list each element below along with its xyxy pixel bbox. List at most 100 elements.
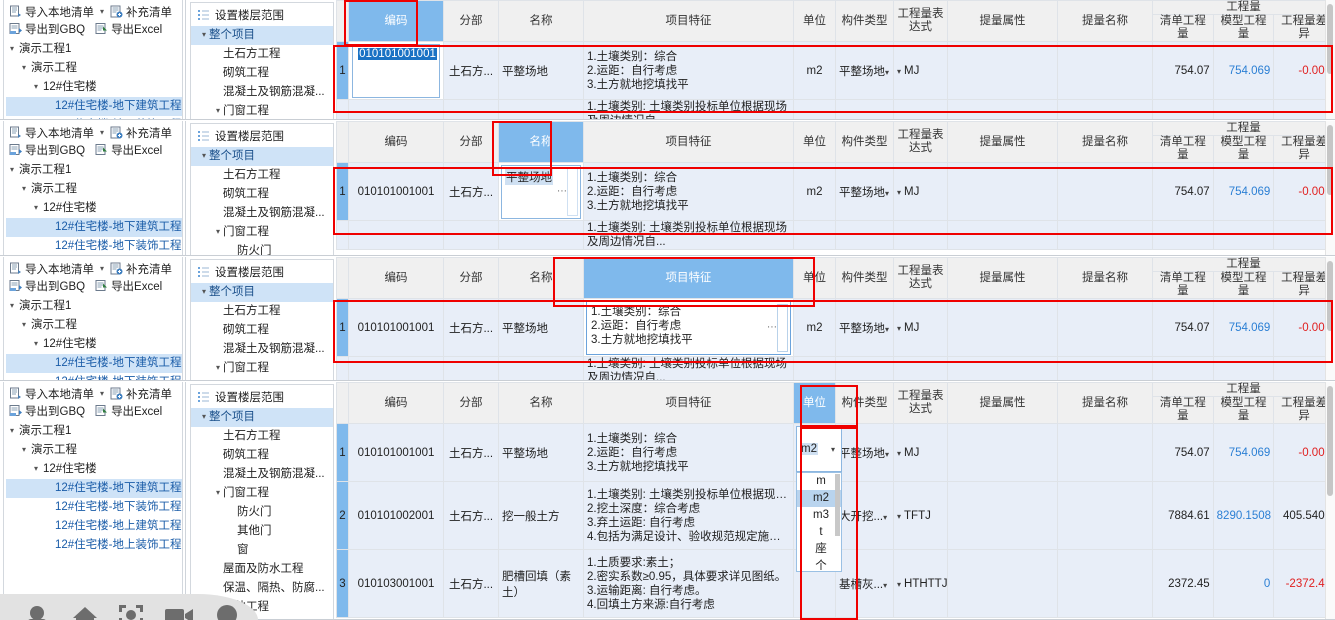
header-quantity-group[interactable]: 工程量 (1152, 382, 1335, 397)
cell-component-type[interactable] (835, 220, 894, 250)
project-tree-node[interactable]: ▾ 演示工程1 (6, 161, 182, 180)
cell-qty-list[interactable] (1152, 99, 1214, 120)
cell-qty-list[interactable]: 754.07 (1152, 298, 1214, 357)
floor-scope-node[interactable]: 窗 (191, 541, 333, 560)
export-excel-button[interactable]: 导出Excel (95, 403, 162, 419)
tree-twisty-icon[interactable]: ▾ (10, 165, 15, 174)
cell-qty-list[interactable] (1152, 356, 1214, 381)
floor-scope-node[interactable]: 砌筑工程 (191, 446, 333, 465)
cell-feature-partial[interactable]: 1.土壤类别: 土壤类别投标单位根据现场及周边情况自... (583, 220, 794, 250)
cell-expression[interactable]: ▾ MJ (893, 41, 948, 100)
tree-twisty-icon[interactable]: ▾ (10, 426, 15, 435)
cell-name[interactable]: 肥槽回填（素土） (498, 549, 584, 618)
header-component-type[interactable]: 构件类型 (835, 121, 894, 163)
header-qty-model[interactable]: 模型工程量 (1212, 271, 1275, 299)
header-unit[interactable]: 单位 (793, 0, 836, 42)
project-tree-node[interactable]: ▾ 演示工程 (6, 441, 182, 460)
cell-component-type[interactable] (835, 356, 894, 381)
cell-attr-name[interactable] (1057, 162, 1153, 221)
cell-expression[interactable]: ▾ HTHTTJ (893, 549, 948, 618)
feature-editor-scrollbar[interactable] (777, 303, 788, 352)
cell-component-type[interactable] (835, 99, 894, 120)
floor-scope-node[interactable]: ▾ 门窗工程 (191, 484, 333, 503)
cell-qty-diff[interactable]: -0.001 (1273, 298, 1335, 357)
cell-qty-model[interactable] (1212, 356, 1275, 381)
cell-unit[interactable]: m2 (793, 41, 836, 100)
cell-unit[interactable] (793, 99, 836, 120)
tree-twisty-icon[interactable]: ▾ (22, 184, 27, 193)
header-quantity-group[interactable]: 工程量 (1152, 257, 1335, 272)
floor-scope-header[interactable]: 设置楼层范围 (191, 124, 333, 146)
cell-unit[interactable] (793, 220, 836, 250)
cell-division[interactable]: 土石方... (443, 41, 499, 100)
header-expression[interactable]: 工程量表达式 (893, 382, 948, 424)
export-excel-button[interactable]: 导出Excel (95, 142, 162, 158)
project-tree-node[interactable]: ▾ 12#住宅楼 (6, 460, 182, 479)
cell-feature[interactable]: 1.土壤类别: 土壤类别投标单位根据现场及周边情况自...2.挖土深度：综合考虑… (583, 481, 794, 550)
floor-scope-node[interactable]: ▾ 门窗工程 (191, 102, 333, 120)
cell-attr-name[interactable] (1057, 423, 1153, 482)
header-feature[interactable]: 项目特征 (583, 0, 794, 42)
cell-attr-name[interactable] (1057, 356, 1153, 381)
header-qty-model[interactable]: 模型工程量 (1212, 135, 1275, 163)
tree-twisty-icon[interactable]: ▾ (201, 287, 206, 296)
project-tree-node[interactable]: ▾ 12#住宅楼 (6, 78, 182, 97)
cell-qty-model[interactable]: 754.069 (1212, 298, 1275, 357)
header-attr[interactable]: 提量属性 (947, 0, 1058, 42)
table-row[interactable]: 2 010101002001 土石方... 挖一般土方 1.土壤类别: 土壤类别投标单位… (336, 481, 1335, 550)
table-row[interactable]: 1 010101001001 土石方... 平整场地 1.土壤类别：综合 2.运距：自行考… (336, 41, 1335, 100)
export-gbq-button[interactable]: 导出到GBQ (9, 403, 85, 419)
cell-attr[interactable] (947, 298, 1058, 357)
cell-name[interactable]: 平整场地 (498, 423, 584, 482)
header-division[interactable]: 分部 (443, 0, 499, 42)
grid-scrollbar-thumb[interactable] (1327, 125, 1333, 195)
cell-unit[interactable] (793, 356, 836, 381)
table-row[interactable]: 1 010101001001 土石方... 平整场地 1.土壤类别：综合 2.运距：自行考… (336, 423, 1335, 572)
cell-unit-editing[interactable]: m2 ▾ m m2 m3 t 座个 (793, 423, 842, 572)
header-feature[interactable]: 项目特征 (583, 121, 794, 163)
cell-division[interactable] (443, 99, 499, 120)
floor-scope-node[interactable]: 砌筑工程 (191, 185, 333, 204)
cell-feature-partial[interactable]: 1.土壤类别: 土壤类别投标单位根据现场及周边情况自... (583, 356, 794, 381)
cell-attr-name[interactable] (1057, 41, 1153, 100)
grid-scrollbar-thumb[interactable] (1327, 4, 1333, 74)
name-editor-ellipsis-button[interactable]: ⋯ (557, 186, 567, 197)
cell-qty-diff[interactable] (1273, 220, 1335, 250)
cell-division[interactable]: 土石方... (443, 549, 499, 618)
project-tree-node[interactable]: ▾ 12#住宅楼 (6, 199, 182, 218)
tree-twisty-icon[interactable]: ▾ (215, 363, 220, 372)
grid-vertical-scrollbar[interactable] (1325, 121, 1335, 256)
supplement-list-button[interactable]: 补充清单 (110, 386, 172, 402)
cell-code[interactable]: 010101001001 (348, 41, 444, 100)
floor-scope-header[interactable]: 设置楼层范围 (191, 3, 333, 25)
cell-expression[interactable]: ▾ MJ (893, 298, 948, 357)
header-component-type[interactable]: 构件类型 (835, 0, 894, 42)
floor-scope-node[interactable]: 防火门 (191, 503, 333, 522)
cell-component-type[interactable]: 平整场地▾ (835, 162, 894, 221)
tree-twisty-icon[interactable]: ▾ (215, 227, 220, 236)
project-tree-node[interactable]: 12#住宅楼-地下装饰工程 (6, 237, 182, 256)
grid-vertical-scrollbar[interactable] (1325, 257, 1335, 381)
tree-twisty-icon[interactable]: ▾ (201, 412, 206, 421)
header-code[interactable]: 编码 (348, 257, 444, 299)
header-qty-list[interactable]: 清单工程量 (1152, 271, 1214, 299)
table-row-partial[interactable]: 1.土壤类别: 土壤类别投标单位根据现场及周边情况自... (336, 220, 1335, 250)
cell-attr[interactable] (947, 549, 1058, 618)
feature-editor-ellipsis-button[interactable]: ⋯ (767, 321, 777, 333)
cell-qty-model[interactable] (1212, 99, 1275, 120)
cell-unit[interactable]: m2 (793, 162, 836, 221)
floor-scope-node[interactable]: 防火门 (191, 378, 333, 381)
cell-name[interactable]: 平整场地 ⋯ (498, 162, 584, 221)
cell-component-type[interactable]: 大开挖...▾ (835, 481, 894, 550)
header-division[interactable]: 分部 (443, 121, 499, 163)
header-code[interactable]: 编码 (348, 121, 444, 163)
floor-scope-node[interactable]: 其他门 (191, 522, 333, 541)
floor-scope-node[interactable]: ▾ 门窗工程 (191, 359, 333, 378)
project-tree-node[interactable]: 12#住宅楼-地下装饰工程 (6, 498, 182, 517)
cell-division[interactable]: 土石方... (443, 481, 499, 550)
tree-twisty-icon[interactable]: ▾ (201, 30, 206, 39)
cell-qty-list[interactable]: 754.07 (1152, 423, 1214, 482)
header-feature[interactable]: 项目特征 (583, 257, 794, 299)
grid-vertical-scrollbar[interactable] (1325, 382, 1335, 620)
header-attr-name[interactable]: 提量名称 (1057, 0, 1153, 42)
